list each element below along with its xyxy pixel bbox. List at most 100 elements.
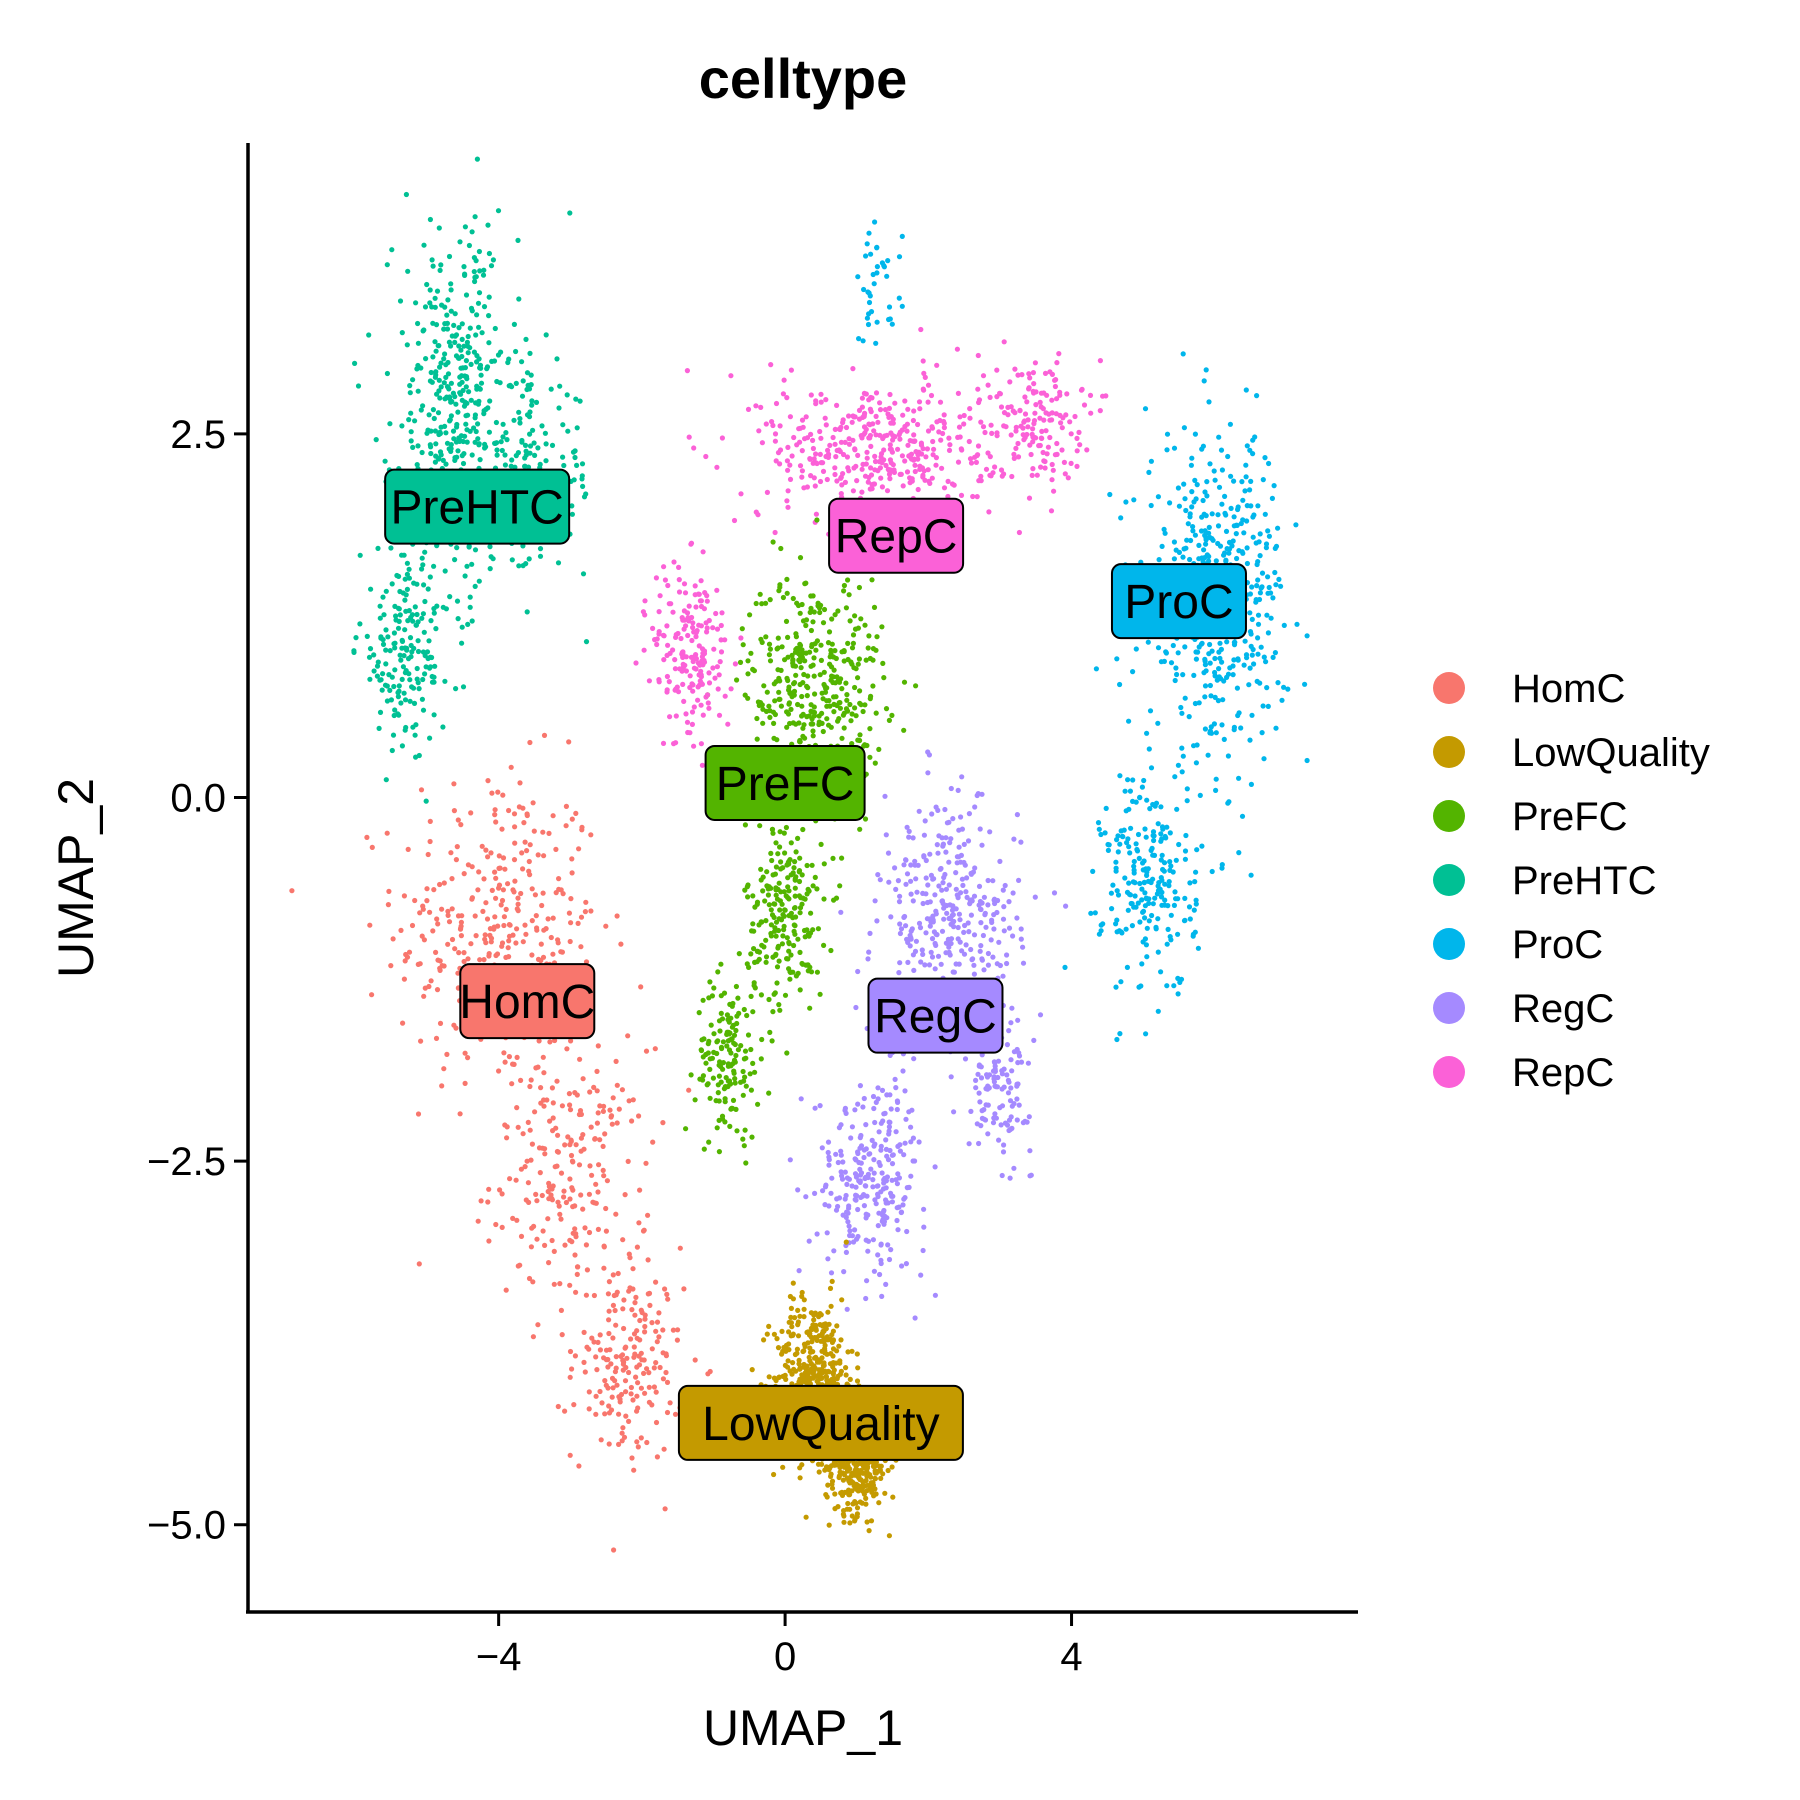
data-point bbox=[399, 743, 405, 749]
data-point bbox=[563, 823, 569, 829]
data-point bbox=[776, 696, 782, 703]
data-point bbox=[931, 876, 937, 882]
data-point bbox=[1244, 545, 1250, 551]
data-point bbox=[833, 454, 839, 460]
data-point bbox=[793, 914, 799, 920]
data-point bbox=[364, 633, 370, 640]
data-point bbox=[833, 1151, 839, 1157]
data-point bbox=[836, 716, 842, 722]
data-point bbox=[503, 1287, 509, 1293]
data-point bbox=[842, 479, 849, 485]
data-point bbox=[406, 671, 412, 677]
data-point bbox=[1012, 366, 1018, 372]
data-point bbox=[886, 879, 892, 885]
data-point bbox=[722, 693, 728, 699]
data-point bbox=[526, 1275, 533, 1282]
data-point bbox=[496, 1068, 502, 1074]
data-point bbox=[1186, 714, 1192, 720]
data-point bbox=[383, 777, 389, 783]
data-point bbox=[883, 462, 889, 469]
data-point bbox=[1074, 448, 1080, 454]
data-point bbox=[920, 900, 926, 907]
data-point bbox=[608, 1407, 615, 1413]
data-point bbox=[761, 944, 767, 950]
data-point bbox=[941, 485, 948, 491]
data-point bbox=[463, 384, 469, 390]
data-point bbox=[982, 429, 988, 436]
data-point bbox=[1244, 560, 1250, 567]
data-point bbox=[740, 1136, 746, 1142]
data-point bbox=[876, 1159, 882, 1166]
data-point bbox=[705, 1081, 711, 1087]
data-point bbox=[1202, 694, 1208, 700]
data-point bbox=[1254, 393, 1260, 399]
data-point bbox=[643, 1160, 649, 1166]
data-point bbox=[1150, 852, 1156, 858]
data-point bbox=[704, 692, 711, 698]
data-point bbox=[757, 823, 763, 829]
data-point bbox=[799, 448, 805, 454]
data-point bbox=[1162, 530, 1168, 536]
data-point bbox=[591, 1084, 597, 1090]
data-point bbox=[419, 696, 425, 702]
data-point bbox=[1036, 443, 1042, 449]
data-point bbox=[684, 610, 691, 616]
data-point bbox=[954, 892, 960, 898]
data-point bbox=[654, 641, 660, 648]
data-point bbox=[493, 952, 499, 959]
data-point bbox=[458, 923, 464, 929]
data-point bbox=[821, 1362, 827, 1368]
data-point bbox=[724, 1012, 731, 1018]
data-point bbox=[435, 921, 441, 927]
data-point bbox=[971, 893, 978, 899]
data-point bbox=[852, 1227, 858, 1233]
data-point bbox=[868, 465, 874, 471]
data-point bbox=[464, 427, 470, 433]
data-point bbox=[488, 263, 495, 269]
data-point bbox=[714, 664, 721, 670]
data-point bbox=[481, 876, 487, 882]
data-point bbox=[626, 1288, 632, 1294]
data-point bbox=[525, 1180, 532, 1186]
data-point bbox=[485, 778, 491, 784]
data-point bbox=[452, 333, 458, 339]
data-point bbox=[888, 914, 894, 920]
data-point bbox=[392, 667, 398, 673]
data-point bbox=[468, 397, 474, 403]
data-point bbox=[1174, 806, 1180, 812]
data-point bbox=[673, 740, 679, 746]
data-point bbox=[760, 720, 766, 726]
data-point bbox=[1192, 700, 1198, 707]
data-point bbox=[728, 1106, 734, 1112]
data-point bbox=[472, 214, 478, 220]
data-point bbox=[1270, 654, 1276, 661]
data-point bbox=[676, 577, 682, 583]
data-point bbox=[421, 993, 427, 999]
data-point bbox=[583, 639, 590, 645]
data-point bbox=[873, 1201, 879, 1207]
data-point bbox=[1211, 468, 1217, 474]
data-point bbox=[867, 726, 873, 732]
data-point bbox=[463, 358, 469, 364]
data-point bbox=[929, 475, 935, 481]
data-point bbox=[1078, 387, 1085, 393]
data-point bbox=[457, 1111, 463, 1117]
data-point bbox=[811, 655, 817, 661]
data-point bbox=[747, 1071, 753, 1077]
data-point bbox=[373, 437, 379, 443]
data-point bbox=[774, 896, 781, 902]
data-point bbox=[476, 869, 482, 875]
data-point bbox=[717, 1059, 723, 1065]
data-point bbox=[479, 330, 485, 336]
data-point bbox=[426, 638, 432, 644]
data-point bbox=[727, 1037, 733, 1043]
data-point bbox=[588, 908, 594, 914]
data-point bbox=[626, 1418, 632, 1424]
data-point bbox=[857, 732, 863, 738]
data-point bbox=[446, 919, 453, 925]
data-point bbox=[822, 415, 828, 421]
data-point bbox=[522, 839, 528, 845]
data-point bbox=[1196, 542, 1202, 549]
data-point bbox=[829, 1478, 836, 1484]
data-point bbox=[1155, 916, 1161, 922]
